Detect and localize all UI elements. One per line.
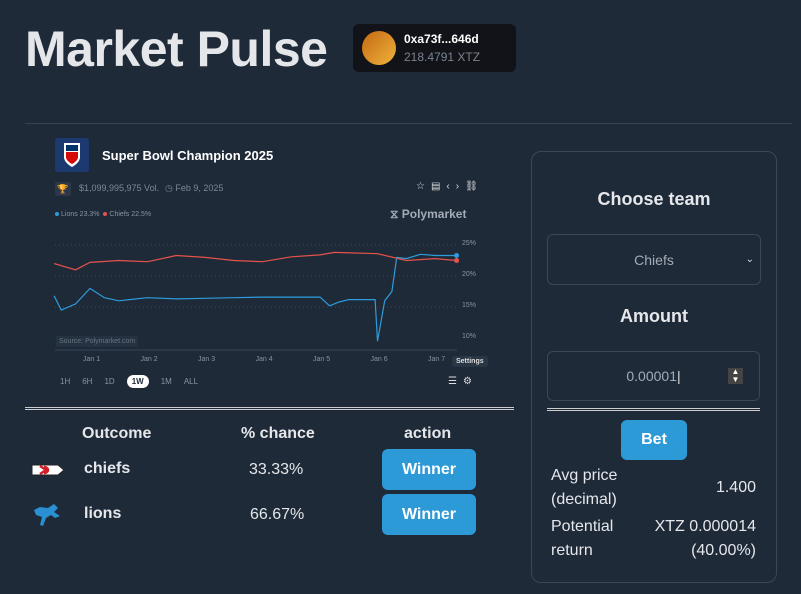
chart-legend: Lions 23.3% Chiefs 22.5% (55, 211, 151, 218)
polymarket-embed: Super Bowl Champion 2025 🏆 $1,099,995,97… (42, 130, 500, 398)
potential-return-value: XTZ 0.000014 (40.00%) (654, 518, 756, 559)
link-icon[interactable]: ⛓ (465, 181, 484, 192)
wallet-badge[interactable]: 0xa73f...646d 218.4791 XTZ (353, 24, 516, 72)
outcome-chance: 66.67% (250, 506, 305, 523)
chevron-down-icon: ⌄ (745, 254, 754, 265)
range-1m[interactable]: 1M (160, 377, 172, 386)
x-tick-label: Jan 5 (313, 356, 331, 363)
potential-return-label: Potential return (551, 518, 614, 559)
range-all[interactable]: ALL (183, 377, 199, 386)
spinner-icon[interactable]: ▲ ▼ (728, 368, 743, 384)
x-tick-label: Jan 1 (83, 356, 101, 363)
star-icon[interactable]: ☆ (416, 181, 431, 192)
y-tick-label: 25% (462, 240, 477, 247)
range-6h[interactable]: 6H (82, 377, 93, 386)
x-tick-label: Jan 3 (198, 356, 216, 363)
range-1h[interactable]: 1H (60, 377, 71, 386)
header-action: action (404, 425, 452, 442)
outcome-name: chiefs (84, 460, 131, 477)
y-tick-label: 10% (462, 333, 477, 340)
divider (25, 123, 792, 124)
x-tick-label: Jan 7 (428, 356, 446, 363)
chiefs-logo-icon (31, 464, 65, 476)
wallet-address: 0xa73f...646d (404, 32, 479, 46)
header-outcome: Outcome (82, 425, 152, 442)
series-endpoint-lions (454, 253, 460, 259)
bet-button[interactable]: Bet (621, 420, 687, 460)
sliders-icon[interactable]: ☰ (448, 376, 463, 387)
legend-lions: Lions 23.3% (55, 211, 100, 218)
avg-price-value: 1.400 (715, 479, 756, 496)
market-date: Feb 9, 2025 (175, 183, 224, 193)
wallet-avatar (362, 31, 396, 65)
amount-input[interactable]: 0.00001| ▲ ▼ (547, 351, 760, 401)
series-endpoint-chiefs (454, 258, 460, 263)
settings-tooltip: Settings (452, 356, 488, 367)
winner-button-lions[interactable]: Winner (382, 494, 476, 535)
header-chance: % chance (241, 425, 315, 442)
gear-icon[interactable]: ⚙ (462, 376, 478, 387)
chart-controls: ☰⚙ (448, 376, 478, 387)
trophy-icon: 🏆 (55, 182, 71, 196)
x-tick-label: Jan 4 (255, 356, 273, 363)
wallet-balance: 218.4791 XTZ (404, 50, 481, 64)
share-icons: ☆▤‹›⛓ (416, 181, 484, 192)
outcome-chance: 33.33% (249, 461, 304, 478)
y-tick-label: 15% (462, 302, 477, 309)
winner-button-chiefs[interactable]: Winner (382, 449, 476, 490)
lions-logo-icon (34, 504, 60, 526)
divider (25, 407, 514, 410)
series-line-chiefs (53, 251, 457, 271)
nfl-logo (55, 138, 89, 172)
outcome-name: lions (84, 505, 122, 522)
divider (547, 408, 760, 411)
price-chart (53, 244, 460, 351)
market-volume: $1,099,995,975 Vol. (79, 183, 160, 193)
avg-price-label: Avg price (decimal) (551, 467, 618, 508)
range-1d[interactable]: 1D (104, 377, 115, 386)
amount-label: Amount (620, 306, 688, 326)
clock-icon: ◷ (165, 183, 176, 193)
choose-team-label: Choose team (597, 189, 711, 209)
polymarket-brand: ⧖ Polymarket (390, 207, 467, 221)
team-select[interactable]: Chiefs ⌄ (547, 234, 761, 285)
bet-panel: Choose team Chiefs ⌄ Amount 0.00001| ▲ ▼ Be… (531, 151, 777, 583)
market-title: Super Bowl Champion 2025 (102, 148, 274, 163)
document-icon[interactable]: ▤ (430, 181, 447, 192)
series-line-lions (53, 253, 457, 342)
range-selector: 1H 6H 1D 1W 1M ALL (60, 375, 198, 388)
y-tick-label: 20% (462, 271, 477, 278)
x-tick-label: Jan 6 (370, 356, 388, 363)
legend-chiefs: Chiefs 22.5% (103, 211, 151, 218)
chart-source: Source: Polymarket.com (56, 336, 139, 347)
x-tick-label: Jan 2 (140, 356, 158, 363)
range-1w[interactable]: 1W (126, 375, 149, 388)
page-title: Market Pulse (25, 21, 328, 77)
polymarket-logo-icon: ⧖ (390, 207, 402, 221)
code-icon[interactable]: ‹› (446, 181, 466, 192)
market-date-wrap: ◷ Feb 9, 2025 (165, 183, 223, 194)
